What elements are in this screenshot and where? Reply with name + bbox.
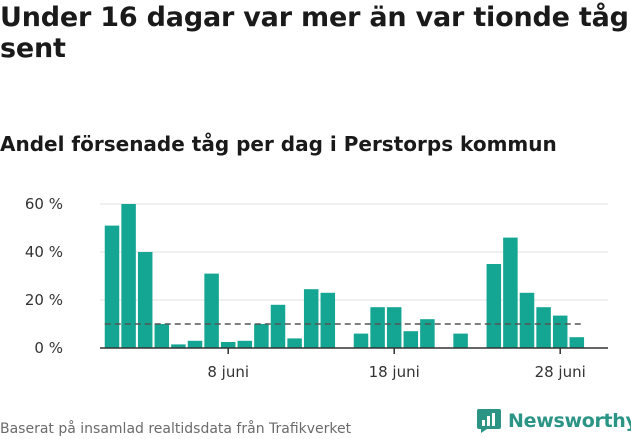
x-tick-label: 28 juni (535, 363, 586, 381)
y-tick-label: 40 % (25, 243, 63, 261)
bar (420, 319, 435, 348)
bar (386, 307, 402, 348)
bar (453, 333, 468, 348)
brand-name: Newsworthy (508, 410, 631, 432)
bar (287, 338, 302, 348)
bar (121, 204, 136, 348)
newsworthy-logo-icon (477, 409, 501, 433)
bar-chart: 0 % 20 % 40 % 60 % 8 juni 18 juni 28 juni (25, 195, 608, 381)
x-axis: 8 juni 18 juni 28 juni (100, 347, 608, 381)
bar (154, 324, 170, 348)
chart-subtitle: Andel försenade tåg per dag i Perstorps … (0, 132, 557, 156)
chart-title: Under 16 dagar var mer än var tionde tåg… (0, 2, 629, 64)
bar (254, 324, 269, 348)
bar (569, 337, 585, 348)
bar (171, 344, 186, 348)
grid-lines (100, 203, 608, 301)
bar (104, 225, 120, 348)
bar (519, 292, 535, 348)
x-tick-label: 8 juni (207, 363, 249, 381)
bar (370, 307, 385, 348)
bar (552, 315, 568, 348)
bars (104, 204, 585, 348)
bar (237, 340, 253, 348)
bar (320, 292, 336, 348)
bar (503, 237, 518, 348)
bar (353, 333, 369, 348)
source-note: Baserat på insamlad realtidsdata från Tr… (0, 421, 352, 437)
y-axis: 0 % 20 % 40 % 60 % (25, 195, 63, 357)
bar (204, 273, 219, 348)
bar (270, 304, 286, 348)
bar (137, 252, 153, 348)
bar (486, 264, 502, 348)
bar (187, 340, 203, 348)
y-tick-label: 20 % (25, 291, 63, 309)
y-tick-label: 0 % (34, 339, 63, 357)
brand-logo: Newsworthy (476, 408, 631, 434)
y-tick-label: 60 % (25, 195, 63, 213)
bar (303, 289, 319, 348)
x-tick-label: 18 juni (369, 363, 420, 381)
bar (403, 331, 419, 348)
bar (536, 307, 551, 348)
bar (220, 342, 236, 348)
